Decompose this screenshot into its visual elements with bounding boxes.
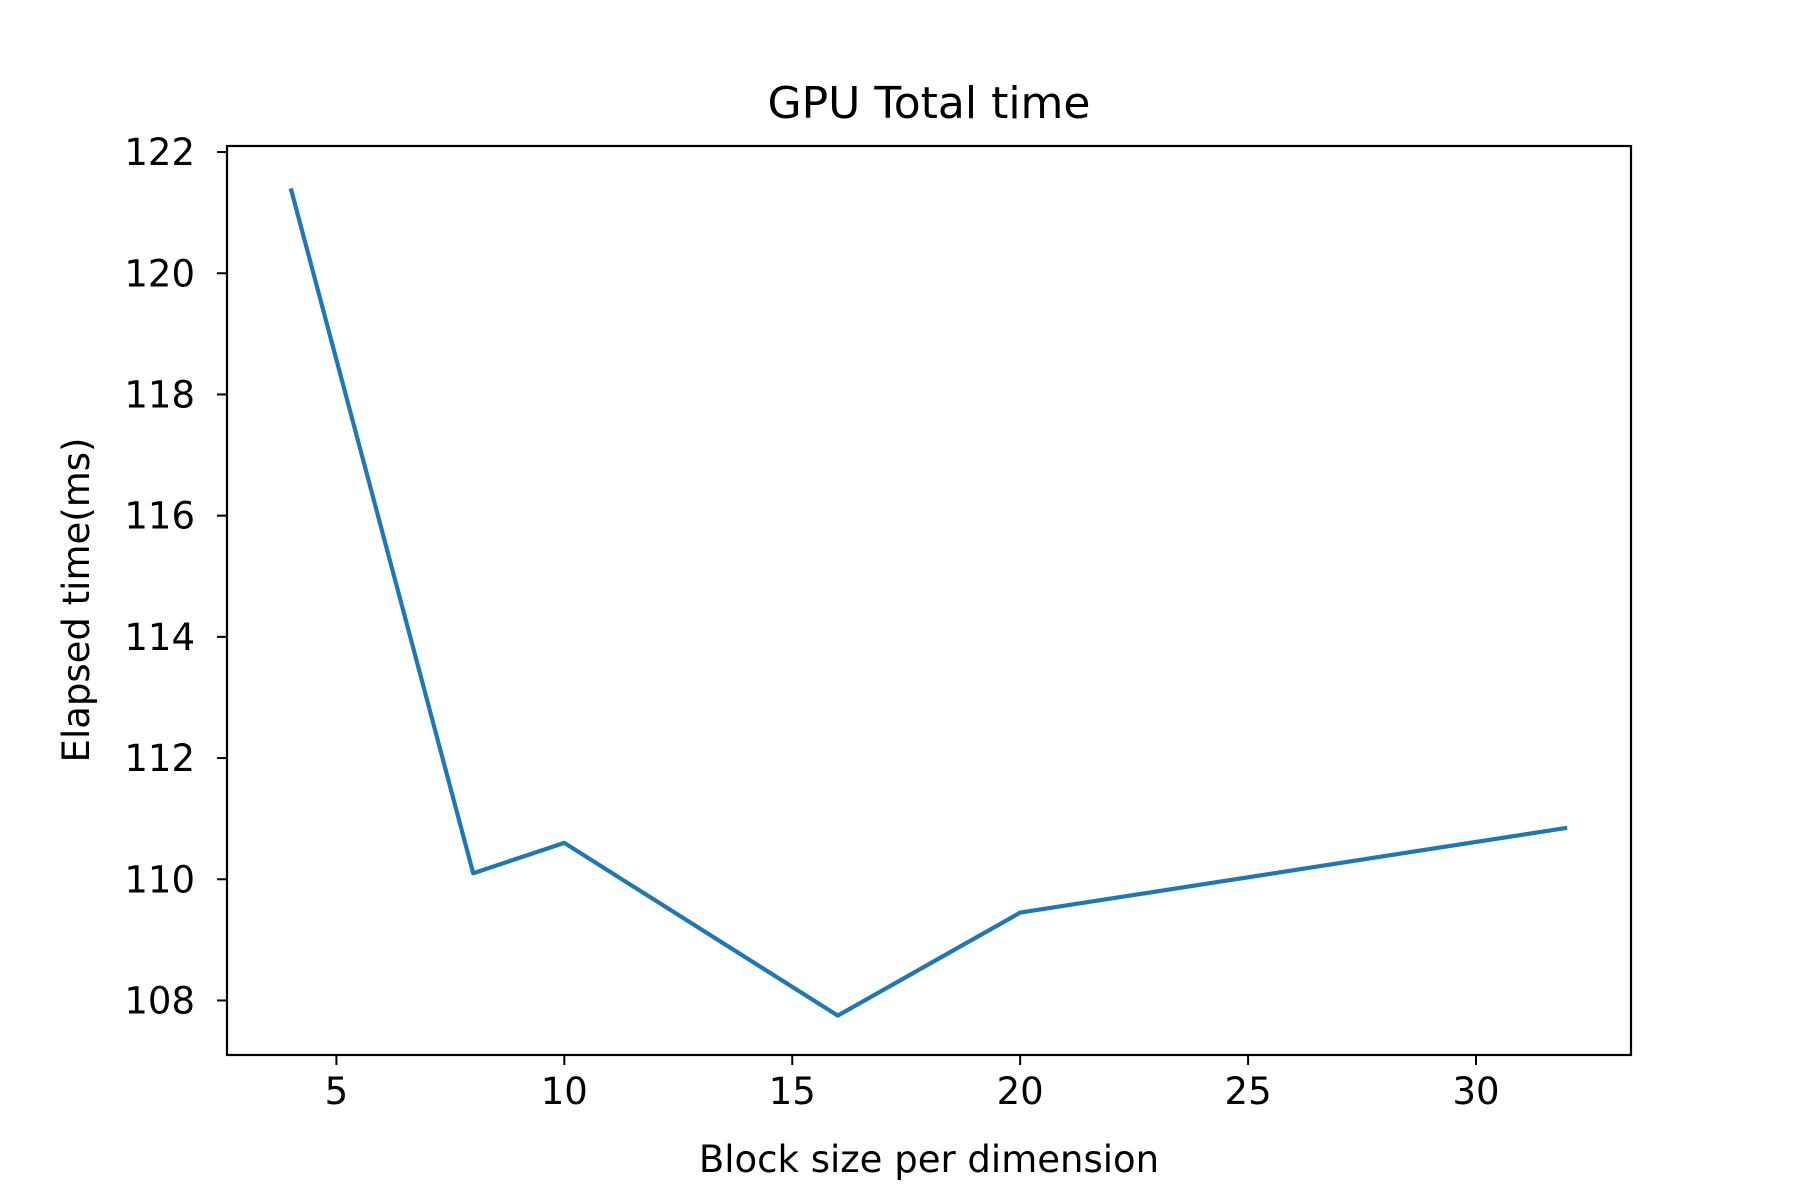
- y-axis-title: Elapsed time(ms): [55, 438, 98, 763]
- y-tick-label: 118: [124, 373, 195, 416]
- x-tick-label: 5: [325, 1070, 349, 1113]
- y-tick-label: 116: [124, 495, 195, 538]
- chart-title: GPU Total time: [768, 78, 1091, 129]
- series-line: [288, 187, 1568, 1018]
- x-axis-title: Block size per dimension: [699, 1138, 1159, 1181]
- y-tick-label: 112: [124, 737, 195, 780]
- y-tick-label: 114: [124, 616, 195, 659]
- series-layer: [288, 187, 1568, 1018]
- x-tick-label: 15: [769, 1070, 816, 1113]
- y-tick-label: 120: [124, 252, 195, 295]
- plot-frame: [225, 144, 1633, 1057]
- y-tick-label: 110: [124, 858, 195, 901]
- y-tick-label: 122: [124, 131, 195, 174]
- x-tick-label: 30: [1452, 1070, 1499, 1113]
- x-tick-label: 10: [541, 1070, 588, 1113]
- x-tick-label: 20: [997, 1070, 1044, 1113]
- x-tick-label: 25: [1225, 1070, 1272, 1113]
- y-tick-label: 108: [124, 979, 195, 1022]
- ticks-layer: 5 10 15 20 25 30 108 110 112 114 116 118 120 122: [124, 131, 1499, 1113]
